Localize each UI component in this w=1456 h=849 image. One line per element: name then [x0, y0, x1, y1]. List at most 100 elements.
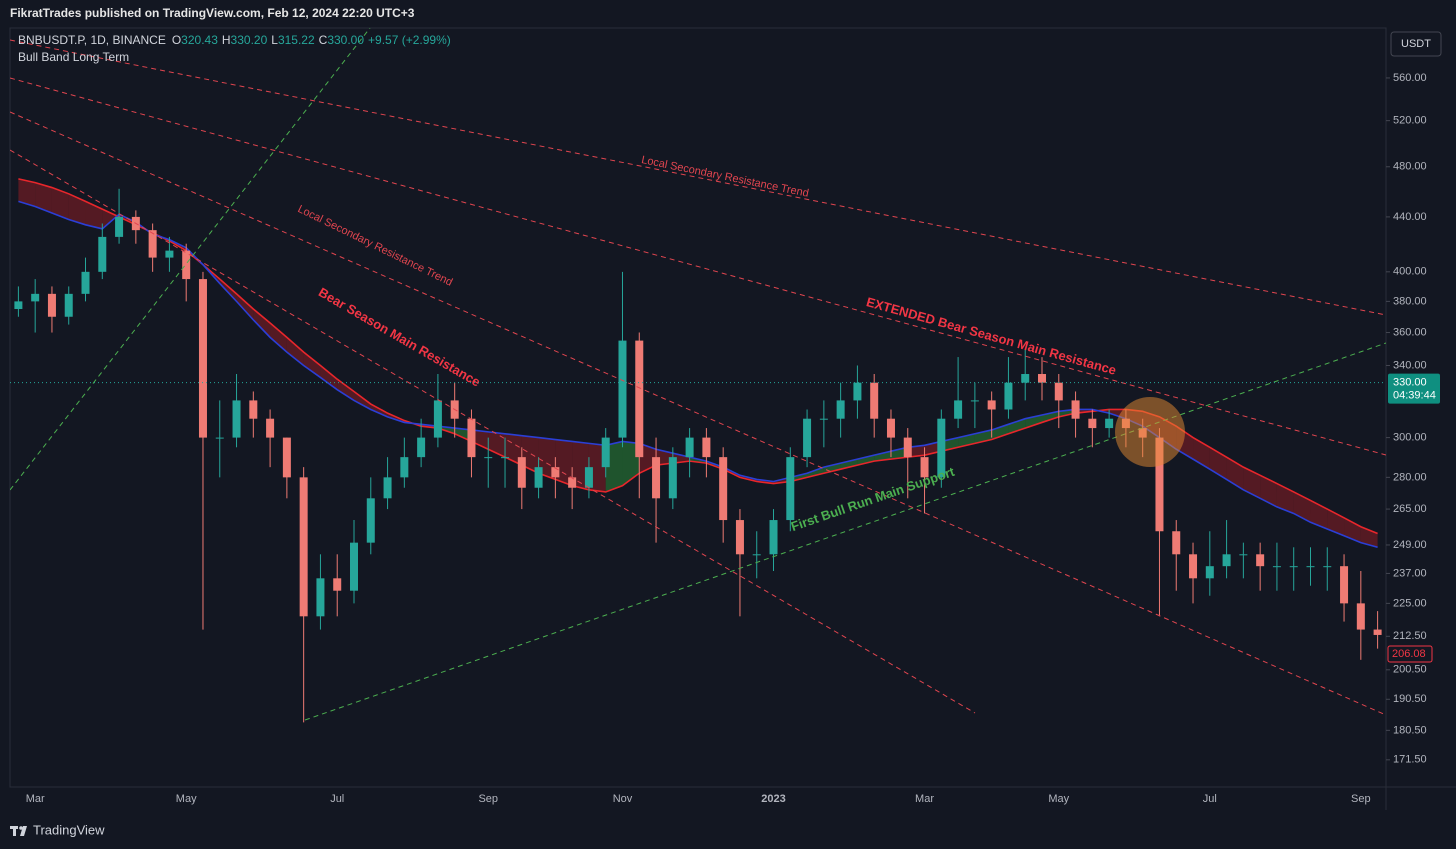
- candle-body: [1340, 566, 1349, 604]
- candle-body: [1088, 418, 1097, 429]
- legend-indicator: Bull Band Long Term: [18, 50, 129, 64]
- candle-body: [1323, 566, 1332, 568]
- candle-body: [467, 418, 476, 458]
- candle-body: [299, 477, 308, 617]
- candle-body: [1289, 566, 1298, 568]
- candle-body: [1054, 382, 1063, 401]
- band-fill: [370, 404, 388, 417]
- candle-body: [1205, 566, 1214, 579]
- band-fill: [253, 309, 271, 338]
- last-price-label: 330.00: [1393, 377, 1427, 389]
- trend-line: [10, 77, 1386, 456]
- currency-label[interactable]: USDT: [1401, 38, 1431, 50]
- y-tick-label: 249.00: [1393, 539, 1427, 551]
- candle-body: [954, 400, 963, 419]
- y-tick-label: 280.00: [1393, 471, 1427, 483]
- x-tick-label: Mar: [915, 793, 934, 805]
- countdown-label: 04:39:44: [1393, 390, 1436, 402]
- legend-key: O: [172, 33, 181, 47]
- candle-body: [215, 437, 224, 439]
- candle-body: [1155, 437, 1164, 532]
- trend-line: [10, 111, 1386, 716]
- candle-body: [719, 457, 728, 521]
- candle-layer: [14, 188, 1382, 723]
- candle-body: [433, 400, 442, 438]
- candle-body: [635, 340, 644, 458]
- band-fill: [303, 352, 321, 378]
- candle-body: [1071, 400, 1080, 419]
- candle-body: [182, 250, 191, 280]
- x-tick-label: Jul: [1203, 793, 1217, 805]
- candle-body: [886, 418, 895, 438]
- candle-body: [652, 457, 661, 499]
- candle-body: [803, 418, 812, 458]
- band-fill: [68, 193, 86, 225]
- candle-body: [551, 467, 560, 478]
- band-fill: [1243, 467, 1261, 499]
- x-tick-label: Sep: [1351, 793, 1371, 805]
- candle-body: [400, 457, 409, 478]
- candle-body: [198, 279, 207, 438]
- y-tick-label: 180.50: [1393, 724, 1427, 736]
- candle-body: [568, 477, 577, 488]
- band-fill: [471, 429, 489, 450]
- candle-body: [702, 437, 711, 458]
- candle-body: [601, 437, 610, 468]
- x-tick-label: 2023: [761, 793, 785, 805]
- candle-body: [903, 437, 912, 458]
- band-fill: [907, 445, 925, 458]
- candle-body: [316, 578, 325, 617]
- currency-button[interactable]: [1390, 31, 1442, 57]
- band-fill: [622, 441, 640, 486]
- candle-body: [618, 340, 627, 438]
- legend-value: 330.00: [327, 33, 364, 47]
- x-tick-label: Mar: [26, 793, 45, 805]
- band-fill: [1344, 517, 1361, 543]
- candle-body: [148, 230, 157, 258]
- band-fill: [270, 323, 287, 353]
- candle-body: [417, 437, 426, 458]
- low-marker-box: [1387, 645, 1433, 663]
- candle-body: [98, 236, 107, 272]
- header-text: FikratTrades published on TradingView.co…: [10, 6, 415, 20]
- candle-body: [1356, 603, 1365, 630]
- candle-body: [501, 457, 510, 459]
- band-fill: [874, 451, 891, 462]
- band-fill: [538, 437, 556, 480]
- legend-value: 320.43: [181, 33, 218, 47]
- legend-key: C: [319, 33, 328, 47]
- y-tick-label: 237.00: [1393, 567, 1427, 579]
- band-fill: [790, 473, 808, 482]
- band-fill: [337, 379, 354, 401]
- candle-body: [333, 578, 342, 591]
- trend-line: [10, 28, 371, 491]
- y-tick-label: 200.50: [1393, 664, 1427, 676]
- candle-body: [920, 457, 929, 478]
- legend: BNBUSDT.P, 1D, BINANCE Bull Band Long Te…: [18, 33, 451, 64]
- trend-line: [304, 342, 1386, 721]
- candle-body: [484, 457, 493, 459]
- candle-body: [47, 293, 56, 317]
- candle-body: [1306, 566, 1315, 568]
- highlight-circle: [1115, 397, 1185, 467]
- legend-key: L: [271, 33, 278, 47]
- candle-body: [1256, 554, 1265, 567]
- trend-line: [10, 149, 976, 714]
- candle-body: [383, 477, 392, 499]
- candle-body: [970, 400, 979, 402]
- band-fill: [656, 449, 673, 466]
- band-fill: [102, 209, 120, 229]
- candle-body: [836, 400, 845, 419]
- legend-value: 315.22: [278, 33, 315, 47]
- y-tick-label: 225.00: [1393, 597, 1427, 609]
- band-fill: [672, 453, 690, 464]
- indicator-layer: [18, 178, 1378, 549]
- logo-shape: [20, 826, 27, 836]
- candle-body: [517, 457, 526, 488]
- y-tick-label: 480.00: [1393, 161, 1427, 173]
- y-tick-label: 380.00: [1393, 295, 1427, 307]
- candle-body: [937, 418, 946, 478]
- candle-body: [266, 418, 275, 438]
- band-fill: [236, 293, 254, 320]
